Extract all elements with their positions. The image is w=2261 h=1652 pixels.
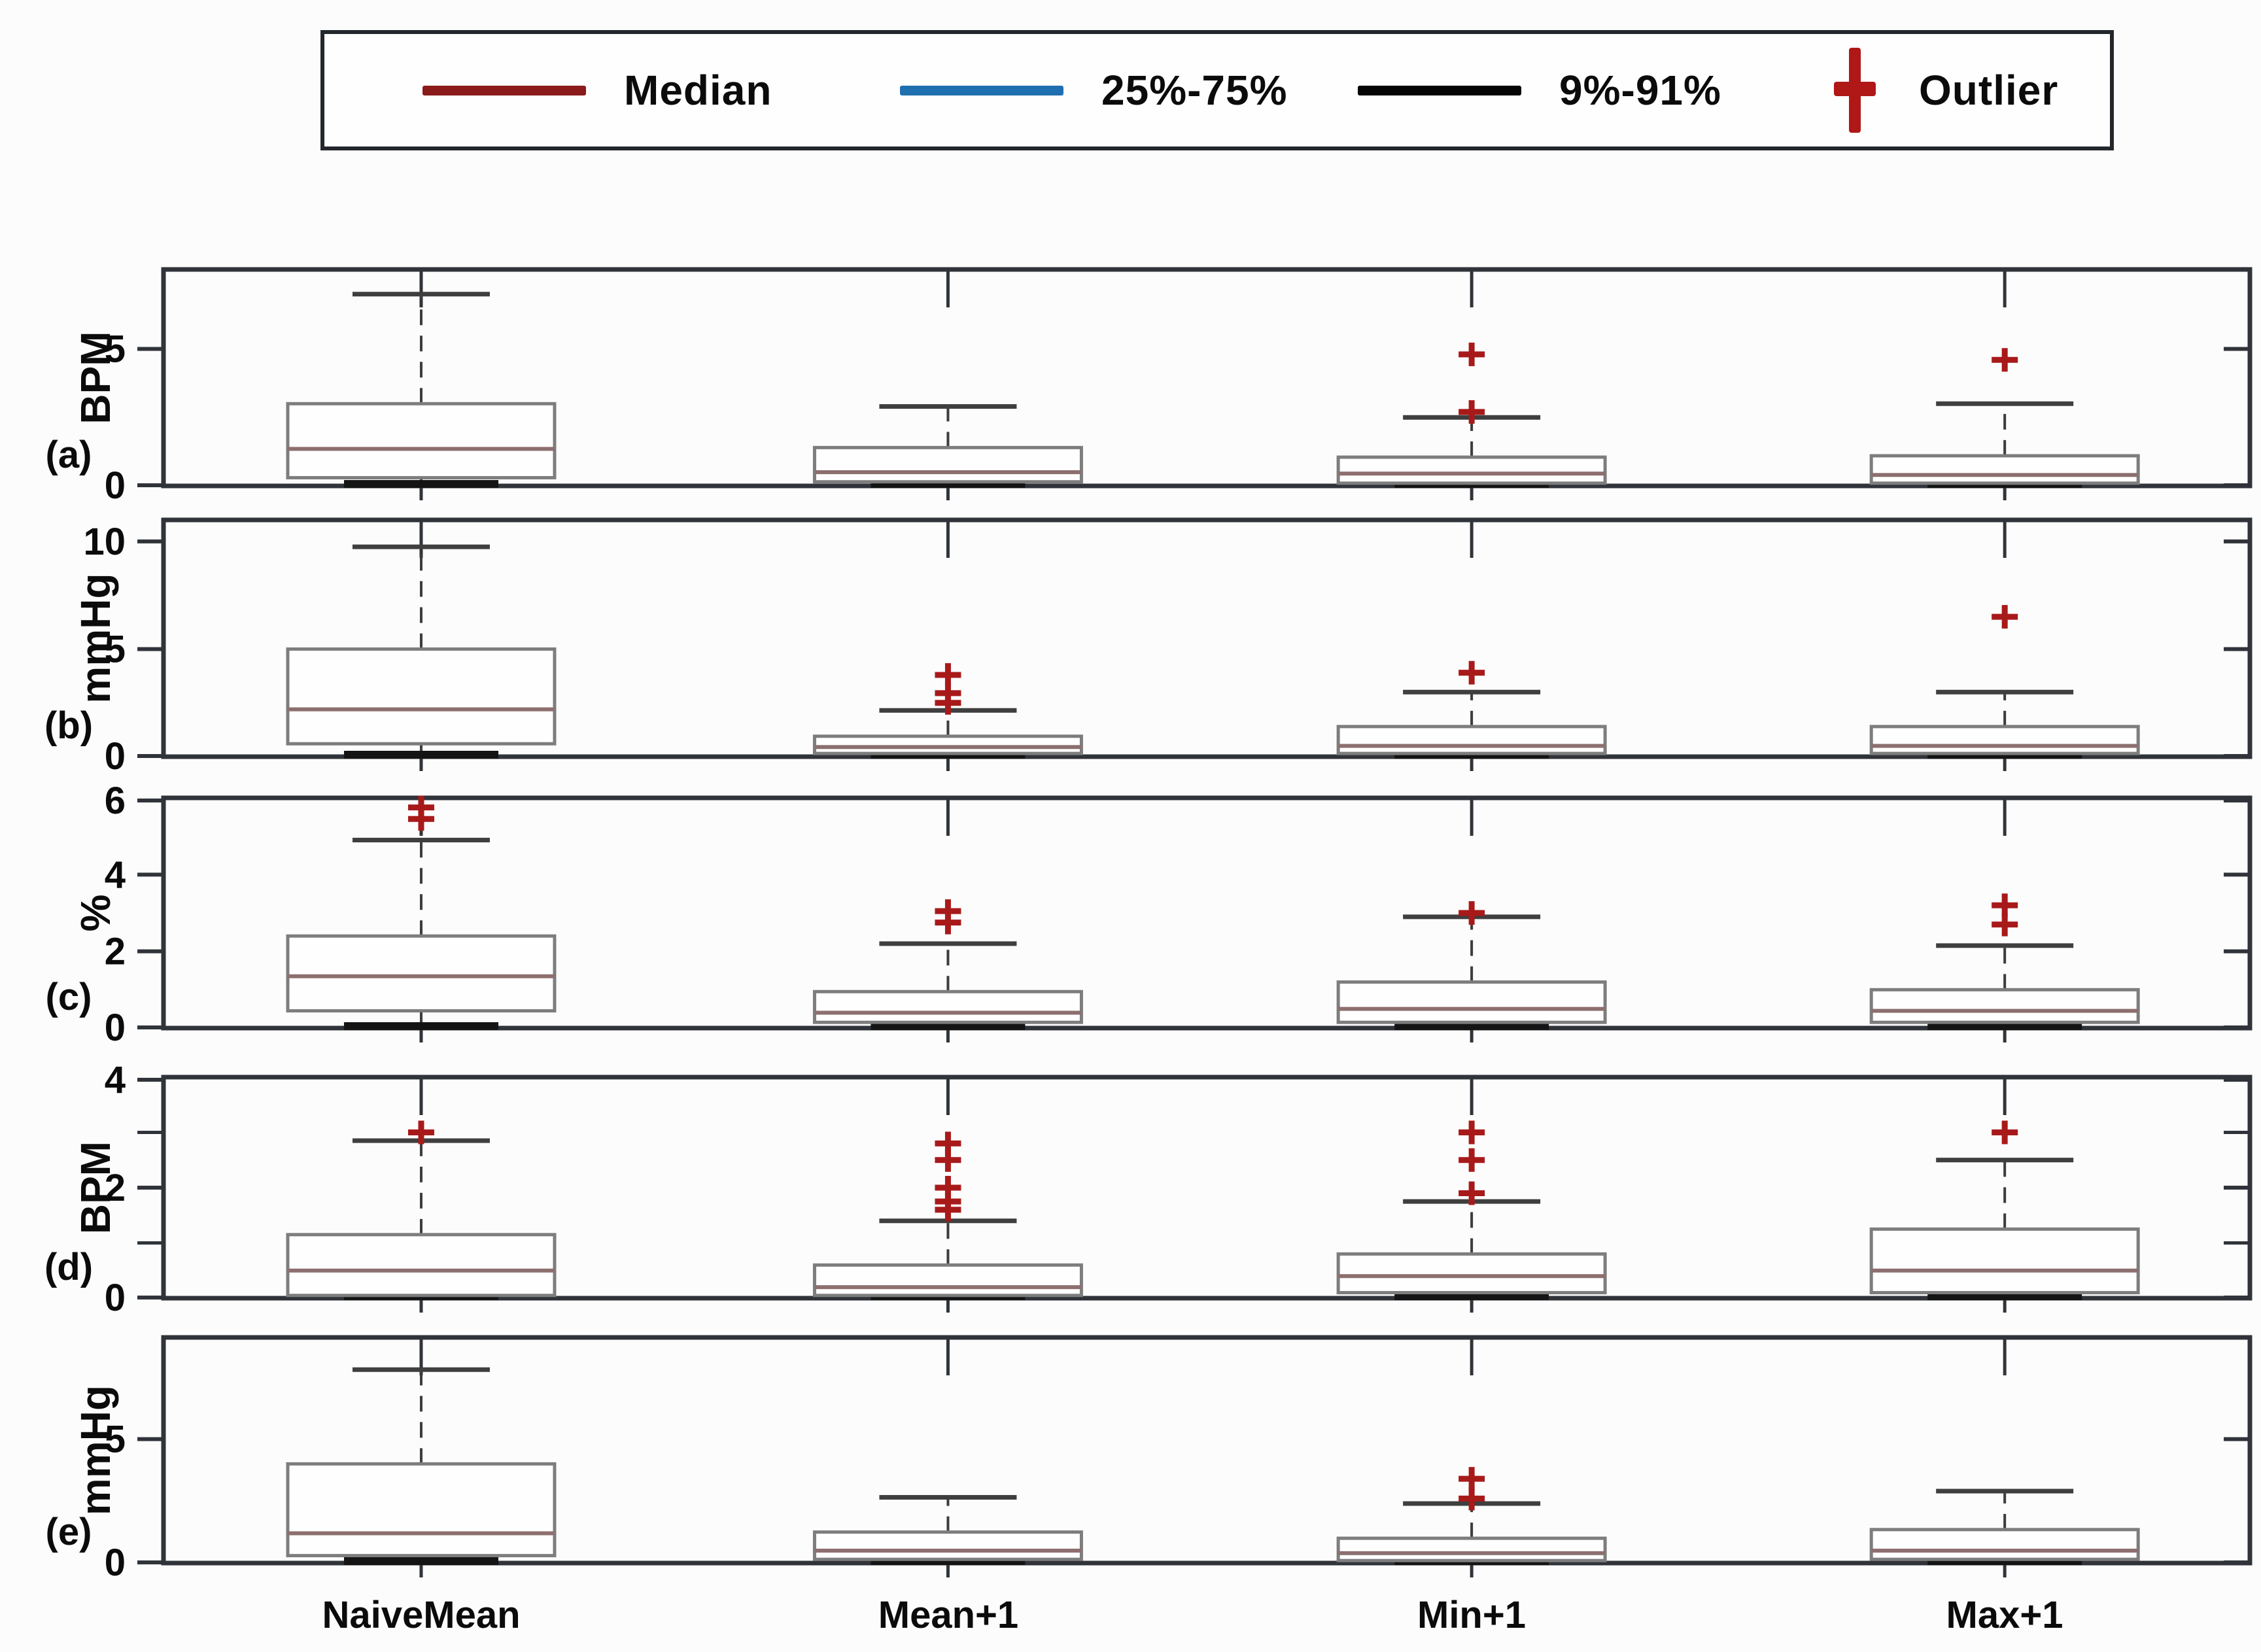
subplot-d-ytick-label: 2 (105, 1167, 126, 1209)
subplot-e-box-naivemean-iqr-box (286, 1462, 557, 1558)
subplot-b-frame (161, 517, 2252, 759)
median-line-icon (423, 85, 586, 95)
subplot-d-ylabel: BPM (72, 1141, 119, 1234)
subplot-a-ytick-label: 0 (105, 464, 126, 507)
legend-label-iqr: 25%-75% (1101, 67, 1288, 114)
legend-label-outlier: Outlier (1919, 67, 2059, 114)
outlier-plus-icon (1829, 48, 1881, 133)
x-axis-label-min1: Min+1 (1417, 1594, 1526, 1636)
subplot-b-ylabel: mmHg (72, 573, 119, 703)
subplot-b-box-min1-iqr-box (1336, 725, 1607, 755)
subplot-e-box-mean1-iqr-box (812, 1530, 1083, 1561)
subplot-b-box-naivemean-iqr-box (286, 647, 557, 746)
subplot-e-ylabel: mmHg (72, 1385, 119, 1515)
subplot-d-box-mean1-iqr-box (812, 1263, 1083, 1298)
legend-box: Median 25%-75% 9%-91% Outlier (320, 30, 2114, 150)
legend-item-median: Median (423, 34, 772, 146)
x-axis-label-max1: Max+1 (1946, 1594, 2063, 1636)
subplot-c-box-mean1-iqr-box (812, 989, 1083, 1024)
whisker-line-icon (1358, 85, 1521, 95)
legend-item-iqr: 25%-75% (900, 34, 1288, 146)
legend-item-outlier: Outlier (1829, 34, 2058, 146)
subplot-d-box-min1-iqr-box (1336, 1252, 1607, 1295)
subplot-c-ytick-label: 6 (105, 780, 126, 822)
iqr-line-icon (900, 85, 1063, 95)
subplot-a-panel-letter: (a) (46, 434, 92, 476)
subplot-c-ytick-label: 2 (105, 931, 126, 973)
subplot-c-ytick-label: 4 (105, 853, 126, 896)
subplot-b-ytick-label: 10 (83, 521, 126, 563)
subplot-a-box-mean1-iqr-box (812, 445, 1083, 484)
subplot-a-ytick-label: 5 (105, 328, 126, 371)
x-axis-label-naivemean: NaiveMean (322, 1594, 521, 1636)
legend-item-9-91: 9%-91% (1358, 34, 1721, 146)
subplot-e-frame (161, 1335, 2252, 1566)
subplot-e-ytick-label: 0 (105, 1541, 126, 1584)
subplot-a-ylabel: BPM (72, 331, 119, 424)
subplot-c-panel-letter: (c) (46, 976, 92, 1018)
subplot-b-box-max1-iqr-box (1869, 725, 2140, 755)
subplot-d-panel-letter: (d) (44, 1246, 93, 1288)
subplot-b-box-mean1-iqr-box (812, 734, 1083, 755)
subplot-c-box-naivemean-iqr-box (286, 934, 557, 1013)
subplot-d-ytick-label: 0 (105, 1277, 126, 1319)
subplot-a-box-min1-iqr-box (1336, 455, 1607, 485)
subplot-c-box-max1-iqr-box (1869, 988, 2140, 1024)
subplot-a-box-max1-iqr-box (1869, 454, 2140, 485)
subplot-b-ytick-label: 5 (105, 628, 126, 670)
legend-label-9-91: 9%-91% (1559, 67, 1721, 114)
subplot-d-box-max1-iqr-box (1869, 1227, 2140, 1295)
subplot-b-ytick-label: 0 (105, 735, 126, 778)
subplot-b-panel-letter: (b) (44, 704, 93, 747)
subplot-c-box-min1-iqr-box (1336, 980, 1607, 1024)
legend-label-median: Median (624, 67, 772, 114)
subplot-e-box-max1-iqr-box (1869, 1528, 2140, 1561)
subplot-c-ytick-label: 0 (105, 1007, 126, 1049)
subplot-e-ytick-label: 5 (105, 1418, 126, 1460)
subplot-d-ytick-label: 4 (105, 1059, 126, 1101)
subplot-c-frame (161, 795, 2252, 1031)
subplot-a-frame (161, 267, 2252, 489)
subplot-e-panel-letter: (e) (46, 1511, 92, 1553)
subplot-e-box-min1-iqr-box (1336, 1536, 1607, 1562)
x-axis-label-mean1: Mean+1 (878, 1594, 1019, 1636)
subplot-a-box-naivemean-iqr-box (286, 402, 557, 479)
subplot-d-box-naivemean-iqr-box (286, 1233, 557, 1298)
subplot-c-ylabel: % (72, 895, 119, 932)
